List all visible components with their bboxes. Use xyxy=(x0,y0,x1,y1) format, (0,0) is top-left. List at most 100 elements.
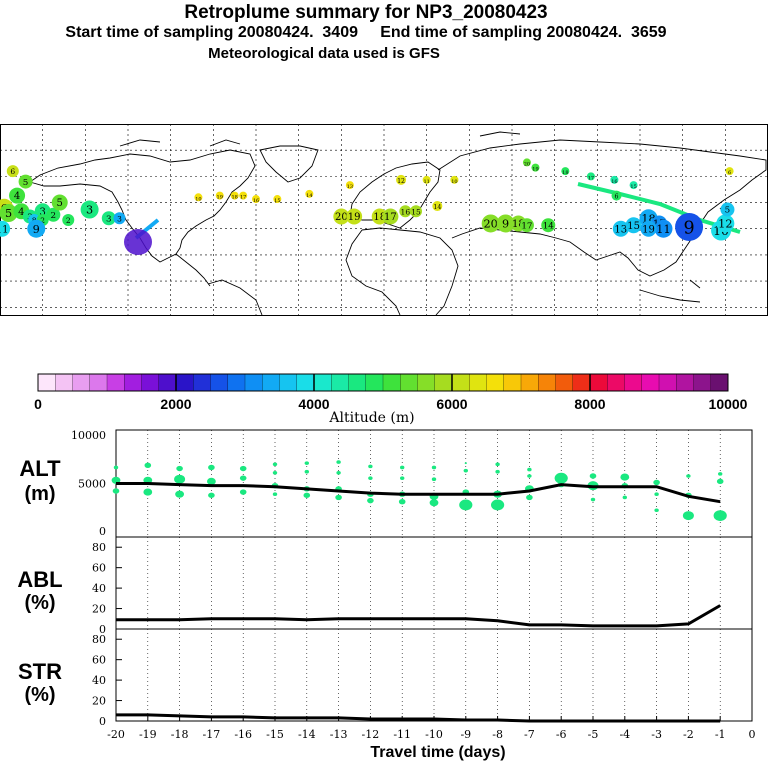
y-tick-label: 20 xyxy=(92,695,106,708)
panel-frame xyxy=(115,536,753,630)
trajectory-day-label: 18 xyxy=(231,195,237,201)
trajectory-day-label: 2 xyxy=(66,216,71,225)
trajectory-day-label: 20 xyxy=(335,212,348,223)
colorbar-cell xyxy=(503,373,522,392)
trajectory-day-label: 17 xyxy=(588,175,594,181)
trajectory-marker xyxy=(80,200,99,219)
trajectory-day-label: 3 xyxy=(106,214,112,224)
colorbar-cell xyxy=(400,373,418,392)
trajectory-marker xyxy=(101,211,116,226)
colorbar-cell xyxy=(106,373,125,392)
time-series-panels: 1000050000ALT(m)806040200ABL(%)806040200… xyxy=(17,429,756,761)
trajectory-marker xyxy=(305,189,314,198)
colorbar-cell xyxy=(37,373,56,392)
trajectory-day-label: 4 xyxy=(18,207,24,218)
trajectory-marker xyxy=(629,181,638,190)
plume-cluster-point xyxy=(303,492,311,498)
colorbar-cell xyxy=(124,373,142,392)
trajectory-day-label: 12 xyxy=(718,218,732,231)
trajectory-marker xyxy=(410,205,422,218)
trajectory-marker xyxy=(432,201,443,212)
trajectory-day-label: 20 xyxy=(524,161,530,167)
plume-cluster-point xyxy=(400,476,405,480)
trajectory-marker xyxy=(9,187,26,204)
trajectory-marker xyxy=(230,191,239,200)
trajectory-day-label: 16 xyxy=(253,198,259,204)
trajectory-day-label: 18 xyxy=(512,219,525,230)
plume-cluster-point xyxy=(554,472,568,484)
trajectory-marker xyxy=(625,217,642,234)
trajectory-day-label: 13 xyxy=(614,224,627,235)
coastlines xyxy=(28,131,767,316)
trajectory-day-label: 19 xyxy=(348,212,361,223)
trajectory-marker xyxy=(481,214,500,233)
y-tick-label: 60 xyxy=(92,562,106,575)
colorbar-cell xyxy=(141,373,160,392)
colorbar-cell xyxy=(262,373,280,392)
colorbar-tick-label: 4000 xyxy=(298,396,329,412)
trajectory-day-label: 19 xyxy=(217,195,223,201)
trajectory-day-label: 5 xyxy=(725,206,731,216)
colorbar-cell xyxy=(434,373,453,392)
plume-cluster-point xyxy=(653,479,660,486)
panel-str: 80 60 40 20 0 STR(%) xyxy=(18,628,753,728)
trajectory-marker xyxy=(345,181,354,190)
colorbar-cell xyxy=(710,373,729,392)
trajectory-day-label: 11 xyxy=(0,224,9,235)
plume-cluster-point xyxy=(463,468,468,473)
trajectory-day-label: 6 xyxy=(728,170,731,176)
x-tick-label: -9 xyxy=(460,728,471,741)
trajectory-day-label: 9 xyxy=(502,218,509,231)
coast-asia xyxy=(437,139,767,277)
x-tick-label: -17 xyxy=(203,728,221,741)
plume-cluster-point xyxy=(526,494,533,501)
trajectory-day-label: 17 xyxy=(240,195,246,201)
colorbar-cell xyxy=(382,373,401,392)
trajectory-marker xyxy=(273,195,282,204)
trajectory-day-label: 17 xyxy=(521,221,532,231)
plume-cluster-point xyxy=(272,492,278,496)
colorbar-tick-label: 8000 xyxy=(574,396,605,412)
colorbar-cell xyxy=(158,373,177,392)
x-tick-label: -19 xyxy=(139,728,157,741)
altitude-colorbar: 0 2000 4000 6000 8000 10000 Altitude (m) xyxy=(34,373,748,426)
trajectory-marker xyxy=(531,163,540,172)
trajectory-marker xyxy=(640,220,657,237)
coast-greenland xyxy=(259,145,319,183)
x-tick-label: -1 xyxy=(715,728,726,741)
trajectory-marker xyxy=(496,214,515,233)
trajectory-marker xyxy=(215,191,224,200)
plume-cluster-point xyxy=(143,488,153,496)
trajectory-marker xyxy=(725,167,734,176)
trajectory-marker xyxy=(541,218,556,233)
plume-cluster-point xyxy=(431,477,437,482)
trajectory-marker xyxy=(6,165,19,178)
colorbar-cell xyxy=(210,373,229,392)
plume-cluster-point xyxy=(336,471,341,475)
colorbar-cell xyxy=(658,373,677,392)
x-tick-label: -3 xyxy=(651,728,662,741)
trajectory-day-label: 9 xyxy=(33,223,40,236)
colorbar-cell xyxy=(469,373,487,392)
plume-cluster-point xyxy=(239,465,247,472)
colorbar-label: Altitude (m) xyxy=(328,410,414,426)
x-tick-label: -8 xyxy=(492,728,503,741)
coast-arctic-islands xyxy=(119,131,521,147)
colorbar-cell xyxy=(365,373,384,392)
str-fraction-line xyxy=(116,713,721,723)
plume-cluster-point xyxy=(716,478,724,485)
x-tick-label: -10 xyxy=(425,728,443,741)
x-tick-label: 0 xyxy=(749,728,756,741)
trajectory-day-label: 15 xyxy=(274,198,280,204)
met-data-note: Meteorological data used is GFS xyxy=(208,45,440,62)
x-axis-label: Travel time (days) xyxy=(370,744,505,761)
mean-altitude-line xyxy=(116,482,721,504)
trajectory-day-label: 20 xyxy=(484,218,498,231)
plume-cluster-point xyxy=(144,462,152,469)
trajectory-day-label: 16 xyxy=(401,207,411,216)
trajectory-day-label: 15 xyxy=(627,221,640,232)
panel-unit: (%) xyxy=(24,592,55,614)
panel-label: ABL xyxy=(17,567,62,592)
colorbar-tick-label: 6000 xyxy=(436,396,467,412)
colorbar-cell xyxy=(607,373,625,392)
